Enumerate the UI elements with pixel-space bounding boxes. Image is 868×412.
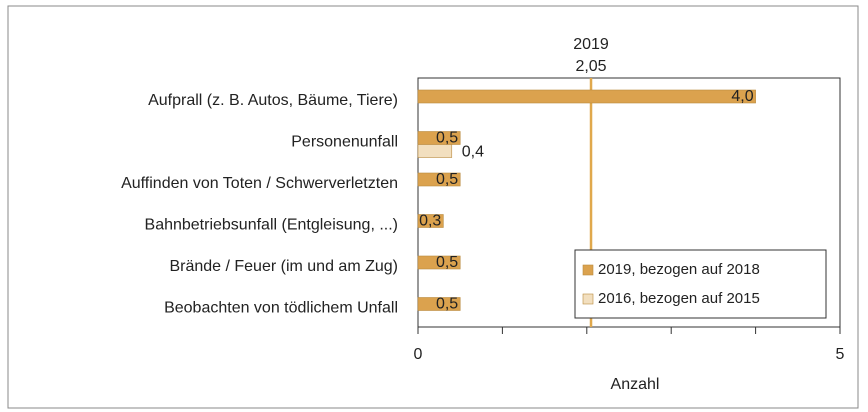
y-tick-label: Personenunfall <box>291 134 398 151</box>
bar <box>417 144 453 158</box>
y-tick-label: Aufprall (z. B. Autos, Bäume, Tiere) <box>148 92 398 109</box>
bar <box>417 214 444 228</box>
y-tick-label: Brände / Feuer (im und am Zug) <box>169 258 398 275</box>
y-tick-label: Beobachten von tödlichem Unfall <box>164 300 398 317</box>
frame <box>7 5 859 409</box>
bar <box>417 297 461 311</box>
value-label: 0,5 <box>436 130 458 147</box>
value-label: 0,5 <box>436 171 458 188</box>
y-tick-label: Bahnbetriebsunfall (Entgleisung, ...) <box>145 217 398 234</box>
bar <box>417 255 461 270</box>
legend-label: 2016, bezogen auf 2015 <box>598 290 760 307</box>
legend-swatch <box>582 264 594 276</box>
x-tick-label: 5 <box>836 346 845 363</box>
legend-label: 2019, bezogen auf 2018 <box>598 261 760 278</box>
x-axis-label: Anzahl <box>611 376 660 393</box>
plot-area <box>417 77 841 328</box>
legend-box <box>574 249 827 319</box>
bar <box>417 172 461 187</box>
value-label: 0,3 <box>419 213 441 230</box>
value-label: 0,5 <box>436 254 458 271</box>
x-tick-label: 0 <box>414 346 423 363</box>
value-label: 4,0 <box>731 88 753 105</box>
y-tick-label: Auffinden von Toten / Schwerverletzten <box>121 175 398 192</box>
value-label: 0,4 <box>462 144 484 161</box>
legend-swatch <box>582 293 594 305</box>
reference-value-label: 2,05 <box>575 58 606 75</box>
reference-label: 2019 <box>573 36 609 53</box>
value-label: 0,5 <box>436 296 458 313</box>
bar <box>417 89 756 104</box>
